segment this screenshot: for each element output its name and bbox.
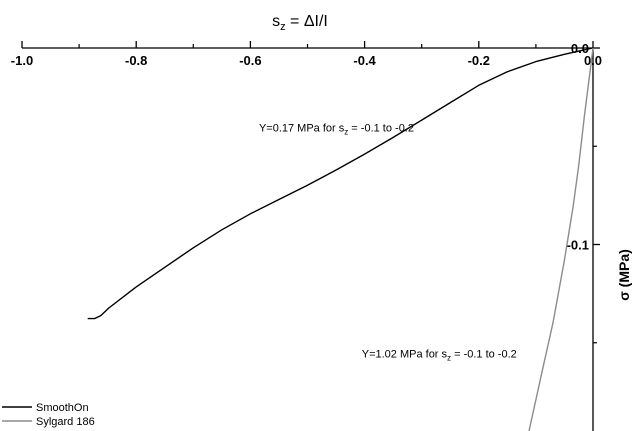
x-tick-label: -0.4: [353, 53, 376, 68]
series-line-smoothon: [87, 47, 594, 320]
series-layer: [87, 47, 594, 431]
titles: sz = ΔI/I σ (MPa): [272, 13, 632, 301]
y-tick-label: 0.0: [571, 41, 589, 56]
x-tick-label: -0.6: [239, 53, 261, 68]
x-tick-label: -0.2: [468, 53, 490, 68]
y-axis-title: σ (MPa): [616, 249, 632, 301]
series-line-sylgard-186: [528, 47, 594, 431]
annotation-label: Y=1.02 MPa for sz = -0.1 to -0.2: [362, 348, 517, 362]
legend-label: SmoothOn: [36, 402, 89, 414]
legend-label: Sylgard 186: [36, 416, 95, 428]
x-tick-label: -1.0: [11, 53, 33, 68]
x-axis-title: sz = ΔI/I: [272, 13, 328, 33]
legend: SmoothOn Sylgard 186: [2, 402, 95, 428]
x-tick-label: 0.0: [584, 53, 602, 68]
axes: -1.0 -0.8 -0.6 -0.4 -0.2 0.00.0 -0.1: [11, 41, 602, 431]
y-tick-label: -0.1: [567, 238, 589, 253]
annotation-label: Y=0.17 MPa for sz = -0.1 to -0.2: [259, 123, 414, 137]
annotation-layer: Y=0.17 MPa for sz = -0.1 to -0.2 Y=1.02 M…: [259, 123, 517, 363]
x-tick-label: -0.8: [125, 53, 147, 68]
